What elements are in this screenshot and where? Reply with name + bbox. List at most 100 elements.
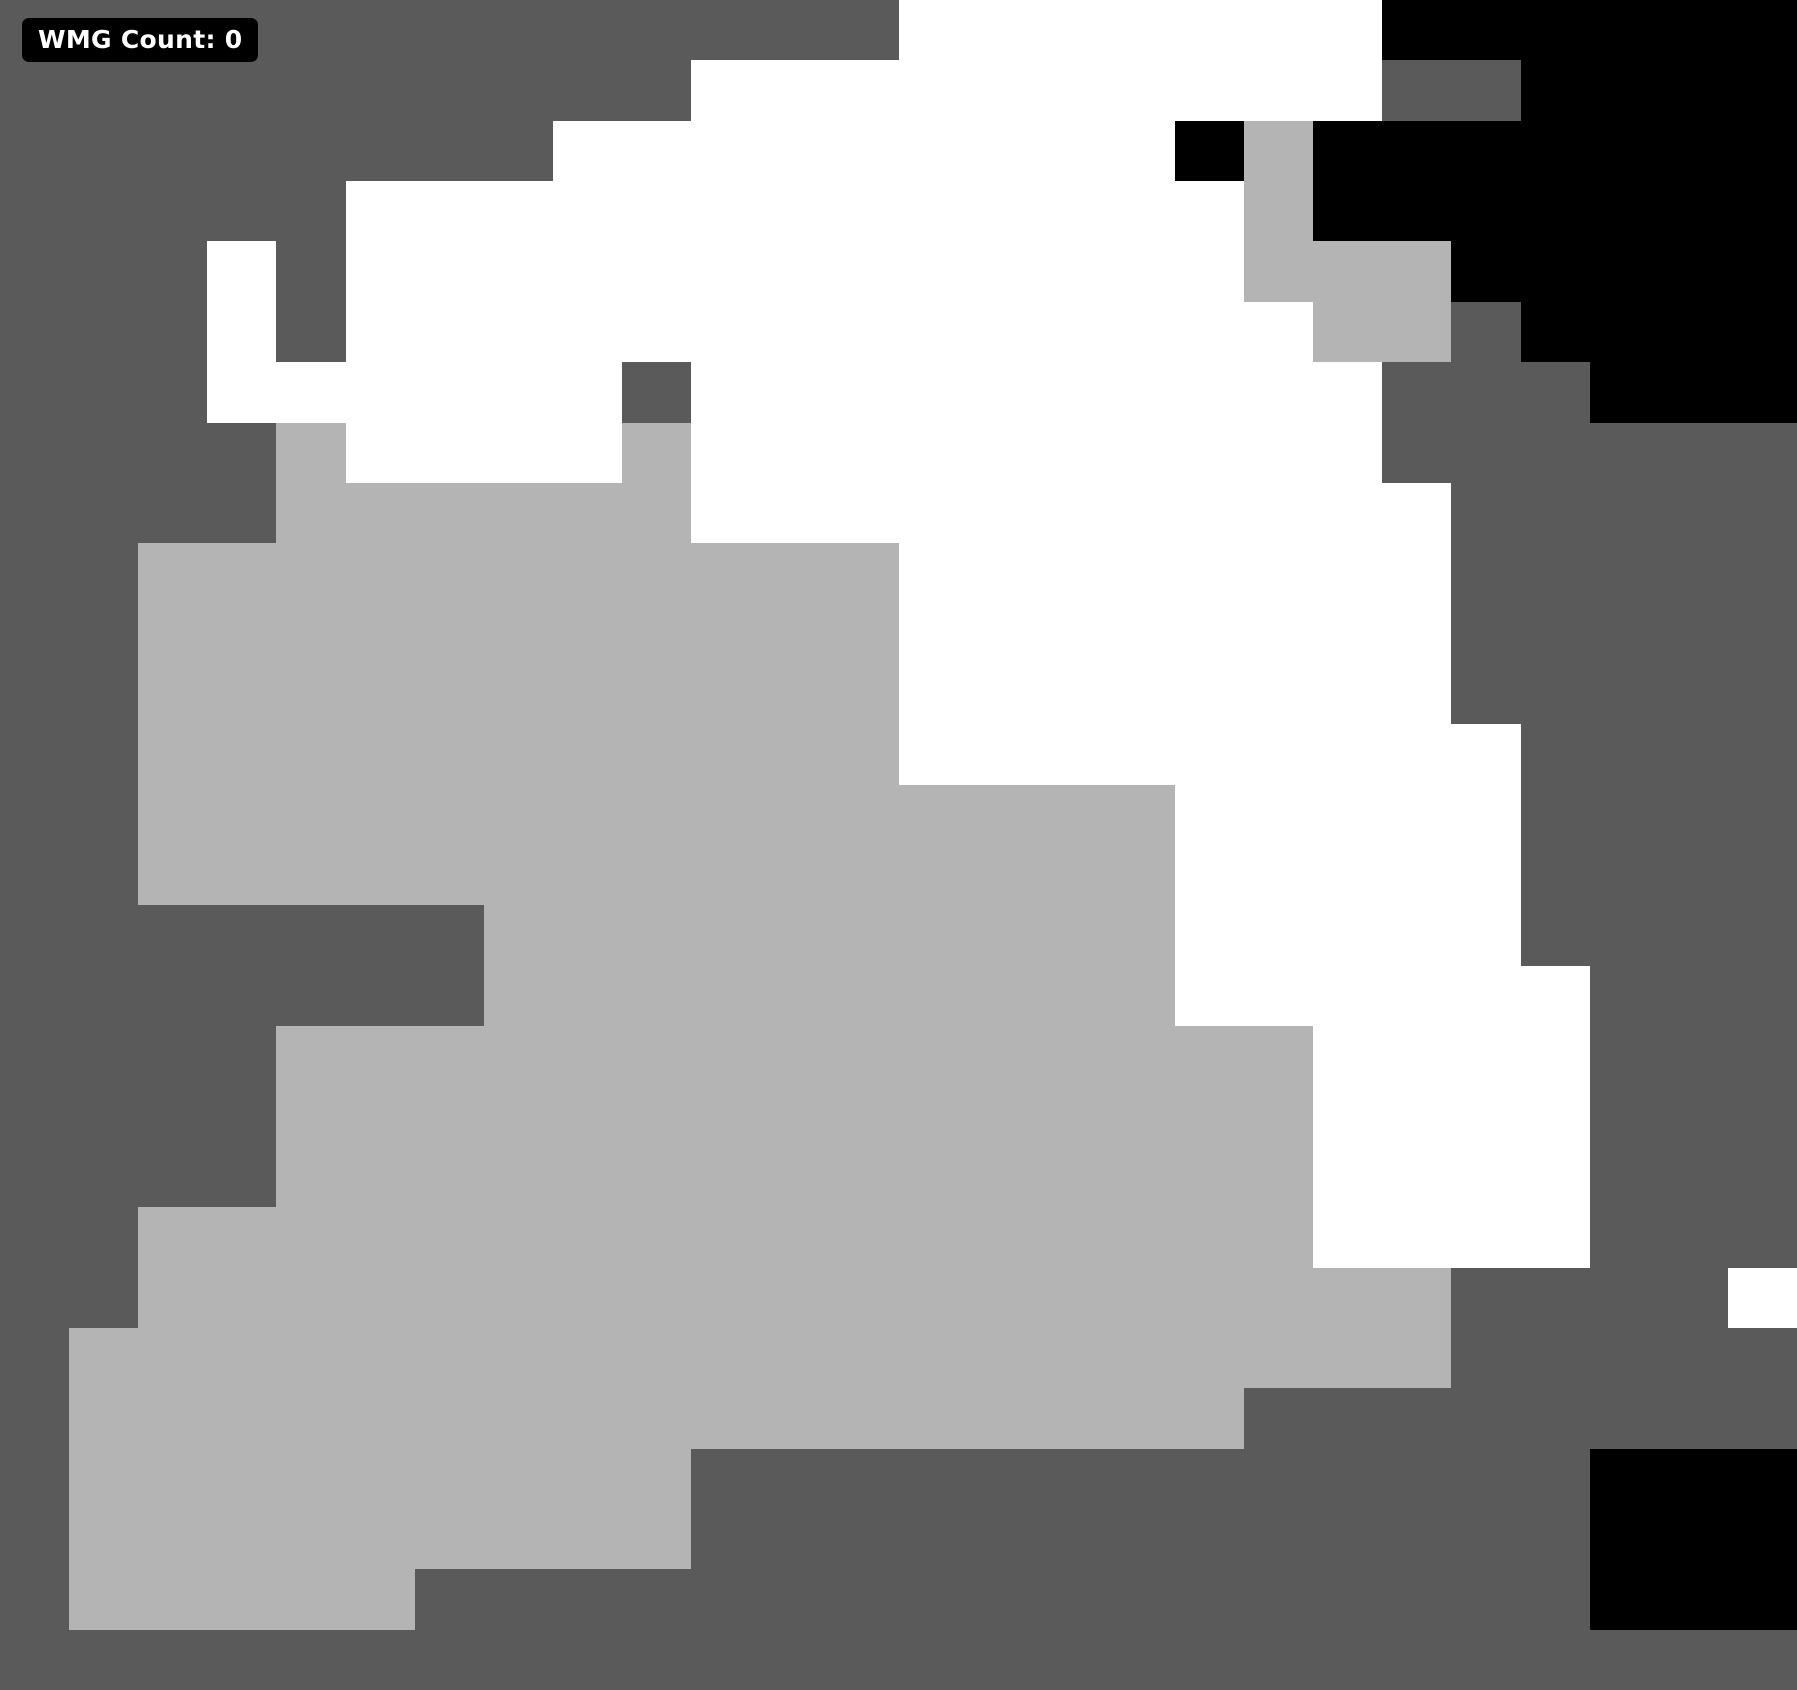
wmg-cell <box>622 724 692 785</box>
wmg-cell <box>691 241 761 302</box>
wmg-cell <box>622 1026 692 1087</box>
wmg-cell <box>276 241 346 302</box>
wmg-cell <box>691 1448 761 1509</box>
wmg-cell <box>1036 301 1106 363</box>
wmg-cell <box>0 422 70 483</box>
wmg-cell <box>1658 120 1728 182</box>
wmg-cell <box>760 845 830 906</box>
wmg-cell <box>138 120 208 182</box>
wmg-cell <box>1313 301 1383 363</box>
wmg-cell <box>69 724 139 785</box>
wmg-cell <box>1174 543 1245 604</box>
wmg-cell <box>1658 1508 1728 1570</box>
wmg-count-badge: WMG Count: 0 <box>22 18 259 62</box>
wmg-cell <box>69 1569 139 1630</box>
wmg-cell <box>829 1267 899 1328</box>
wmg-cell <box>1658 1448 1728 1509</box>
wmg-cell <box>829 784 899 845</box>
wmg-cell <box>760 905 830 966</box>
wmg-cell <box>1174 1026 1245 1087</box>
wmg-cell <box>1313 422 1383 483</box>
wmg-cell <box>1174 1508 1245 1570</box>
wmg-cell <box>622 965 692 1027</box>
wmg-cell <box>691 1267 761 1328</box>
wmg-cell <box>276 301 346 363</box>
wmg-cell <box>1589 965 1659 1027</box>
wmg-cell <box>1382 905 1452 966</box>
wmg-cell <box>622 1448 692 1509</box>
wmg-cell <box>207 362 277 423</box>
wmg-cell <box>414 362 484 423</box>
wmg-cell <box>622 181 692 242</box>
wmg-cell <box>1036 120 1106 182</box>
wmg-cell <box>414 1026 484 1087</box>
wmg-cell <box>1313 1026 1383 1087</box>
wmg-cell <box>1658 1267 1728 1328</box>
wmg-cell <box>1451 362 1521 423</box>
wmg-cell <box>0 845 70 906</box>
wmg-cell <box>1589 543 1659 604</box>
wmg-cell <box>1589 845 1659 906</box>
wmg-cell <box>1520 362 1590 423</box>
wmg-cell <box>1382 482 1452 544</box>
wmg-cell <box>829 1146 899 1208</box>
wmg-cell <box>1658 482 1728 544</box>
wmg-cell <box>0 603 70 664</box>
wmg-cell <box>1658 1569 1728 1630</box>
wmg-cell <box>1382 1448 1452 1509</box>
wmg-cell <box>345 181 415 242</box>
wmg-cell <box>552 1448 623 1509</box>
wmg-cell <box>207 663 277 725</box>
wmg-cell <box>1658 0 1728 61</box>
wmg-cell <box>276 362 346 423</box>
wmg-cell <box>1105 1448 1175 1509</box>
wmg-cell <box>552 1146 623 1208</box>
wmg-cell <box>138 1448 208 1509</box>
wmg-cell <box>276 1267 346 1328</box>
wmg-cell <box>1727 181 1797 242</box>
wmg-cell <box>1036 1569 1106 1630</box>
wmg-cell <box>1520 724 1590 785</box>
wmg-cell <box>483 1388 553 1449</box>
wmg-cell <box>1174 0 1245 61</box>
wmg-cell <box>138 965 208 1027</box>
wmg-cell <box>1727 241 1797 302</box>
wmg-cell <box>414 120 484 182</box>
wmg-cell <box>345 362 415 423</box>
wmg-cell <box>1520 1146 1590 1208</box>
wmg-cell <box>483 1629 553 1690</box>
wmg-cell <box>0 181 70 242</box>
wmg-cell <box>1105 1629 1175 1690</box>
wmg-cell <box>1244 60 1314 121</box>
wmg-cell <box>760 1569 830 1630</box>
wmg-cell <box>1313 1388 1383 1449</box>
wmg-cell <box>691 1388 761 1449</box>
wmg-cell <box>829 1327 899 1389</box>
wmg-cell <box>414 1086 484 1147</box>
wmg-cell <box>1174 120 1245 182</box>
wmg-cell <box>1658 784 1728 845</box>
wmg-cell <box>1105 603 1175 664</box>
wmg-cell <box>483 422 553 483</box>
wmg-cell <box>1727 482 1797 544</box>
wmg-cell <box>1520 301 1590 363</box>
wmg-cell <box>967 663 1037 725</box>
wmg-cell <box>1589 1146 1659 1208</box>
wmg-cell <box>829 181 899 242</box>
wmg-cell <box>0 241 70 302</box>
wmg-cell <box>345 1146 415 1208</box>
wmg-cell <box>760 663 830 725</box>
wmg-cell <box>1036 482 1106 544</box>
wmg-cell <box>1036 965 1106 1027</box>
wmg-cell <box>69 1327 139 1389</box>
wmg-cell <box>69 482 139 544</box>
wmg-cell <box>483 1508 553 1570</box>
wmg-cell <box>483 1026 553 1087</box>
wmg-cell <box>1727 1569 1797 1630</box>
wmg-cell <box>760 60 830 121</box>
wmg-cell <box>691 1569 761 1630</box>
wmg-cell <box>1244 1327 1314 1389</box>
wmg-cell <box>622 1569 692 1630</box>
wmg-cell <box>691 1629 761 1690</box>
